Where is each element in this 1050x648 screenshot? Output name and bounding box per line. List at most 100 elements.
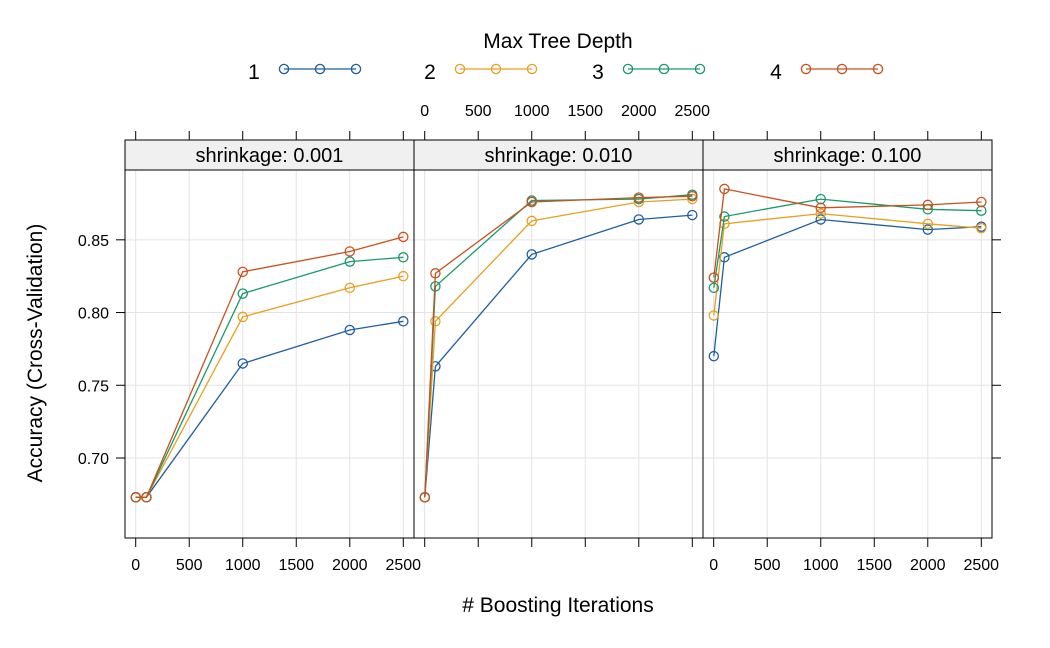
x-tick-label: 1500 [856,557,892,574]
data-point-4-1 [708,272,720,283]
legend-items: 1 2 3 4 [248,61,884,84]
series-line-1 [713,218,982,357]
y-tick-label: 0.75 [78,378,109,395]
legend-marker-2-0 [454,63,466,75]
data-point-2-2000 [344,282,356,294]
data-point-2-1 [708,310,720,321]
data-point-3-1 [708,282,720,294]
data-point-4-1 [419,492,431,503]
x-tick-label-top: 0 [420,103,429,120]
y-tick-label: 0.70 [78,451,109,468]
data-point-4-100 [719,183,730,195]
legend-label-1: 1 [248,61,260,84]
x-tick-label-top: 2500 [674,103,710,120]
data-point-1-2500 [398,316,409,327]
data-point-2-1000 [526,215,537,227]
data-point-4-1000 [526,196,537,208]
data-point-1-2500 [687,209,698,221]
data-point-1-1000 [526,249,537,260]
x-tick-label: 2000 [332,557,368,574]
data-point-4-2500 [687,190,698,202]
data-point-2-2500 [976,222,987,234]
strip-label-1: shrinkage: 0.001 [196,145,344,167]
x-tick-label: 500 [754,557,781,574]
data-point-4-2500 [976,196,987,208]
x-tick-label: 1000 [225,557,261,574]
data-point-1-2000 [344,324,356,336]
data-point-4-2000 [633,192,645,203]
data-point-2-1000 [815,208,826,219]
y-tick-label: 0.80 [78,306,109,323]
data-point-4-100 [141,492,152,503]
series-line-1 [135,320,404,498]
x-tick-label: 500 [176,557,203,574]
x-axis-title: # Boosting Iterations [462,594,653,617]
data-point-3-1000 [237,288,248,299]
data-point-2-2500 [687,193,698,205]
data-point-2-100 [430,316,441,327]
y-axis-title: Accuracy (Cross-Validation) [24,224,47,483]
data-point-1-100 [719,252,730,263]
x-tick-label: 2000 [910,557,946,574]
series-line-3 [135,256,404,498]
data-point-2-2000 [922,218,934,230]
legend-marker-4-1 [836,63,848,75]
series-line-2 [713,212,982,316]
y-tick-label: 0.85 [78,233,109,250]
panel-3: shrinkage: 0.100 0 500 1000 1500 2000 2500 [702,131,999,574]
series-line-4 [135,236,404,498]
x-tick-label: 1000 [803,557,839,574]
series-line-2 [135,275,404,498]
data-point-3-100 [719,211,730,222]
legend-label-4: 4 [770,61,782,84]
data-point-1-1000 [815,214,826,225]
data-point-4-2000 [344,246,356,257]
strip-label-3: shrinkage: 0.100 [774,145,922,167]
series-line-2 [424,198,693,498]
legend-marker-4-2 [872,63,884,75]
legend-marker-4-0 [800,63,812,75]
data-point-3-2000 [344,256,356,267]
legend-marker-1-1 [314,63,326,75]
data-point-1-1 [708,350,720,362]
legend-marker-1-2 [350,63,362,75]
panel-border-2 [413,169,704,539]
data-point-4-2000 [922,199,934,211]
x-tick-label-top: 2000 [621,103,657,120]
data-point-4-2500 [398,231,409,243]
x-tick-label-top: 1500 [567,103,603,120]
data-point-4-1000 [815,202,826,214]
legend-marker-3-1 [658,63,670,75]
data-point-1-2000 [922,224,934,235]
series-line-4 [713,188,982,278]
panel-border-3 [702,169,993,539]
x-tick-label: 0 [709,557,718,574]
data-point-3-2500 [398,252,409,263]
data-point-1-2000 [633,214,645,225]
legend: Max Tree Depth 1 2 3 4 [248,30,884,84]
legend-marker-3-0 [622,63,634,75]
series-line-4 [424,195,693,498]
legend-marker-3-2 [694,63,706,75]
data-point-4-100 [430,268,441,279]
legend-marker-1-0 [278,63,290,75]
x-tick-label: 1500 [278,557,314,574]
panel-2: shrinkage: 0.010 0 500 1000 1500 2000 2500 [413,103,710,547]
legend-marker-2-1 [490,63,502,75]
data-point-4-1 [130,492,142,503]
data-point-1-1000 [237,358,248,369]
data-point-2-1000 [237,311,248,323]
legend-title: Max Tree Depth [483,30,632,53]
series-line-1 [424,214,693,498]
x-tick-label: 0 [131,557,140,574]
data-point-2-2500 [398,270,409,282]
strip-label-2: shrinkage: 0.010 [485,145,633,167]
series-line-3 [713,198,982,288]
panel-1: shrinkage: 0.001 0 500 1000 1500 2000 2500 [124,131,421,574]
data-point-4-1000 [237,266,248,278]
x-tick-label-top: 1000 [514,103,550,120]
x-tick-label: 2500 [963,557,999,574]
x-tick-label: 2500 [385,557,421,574]
